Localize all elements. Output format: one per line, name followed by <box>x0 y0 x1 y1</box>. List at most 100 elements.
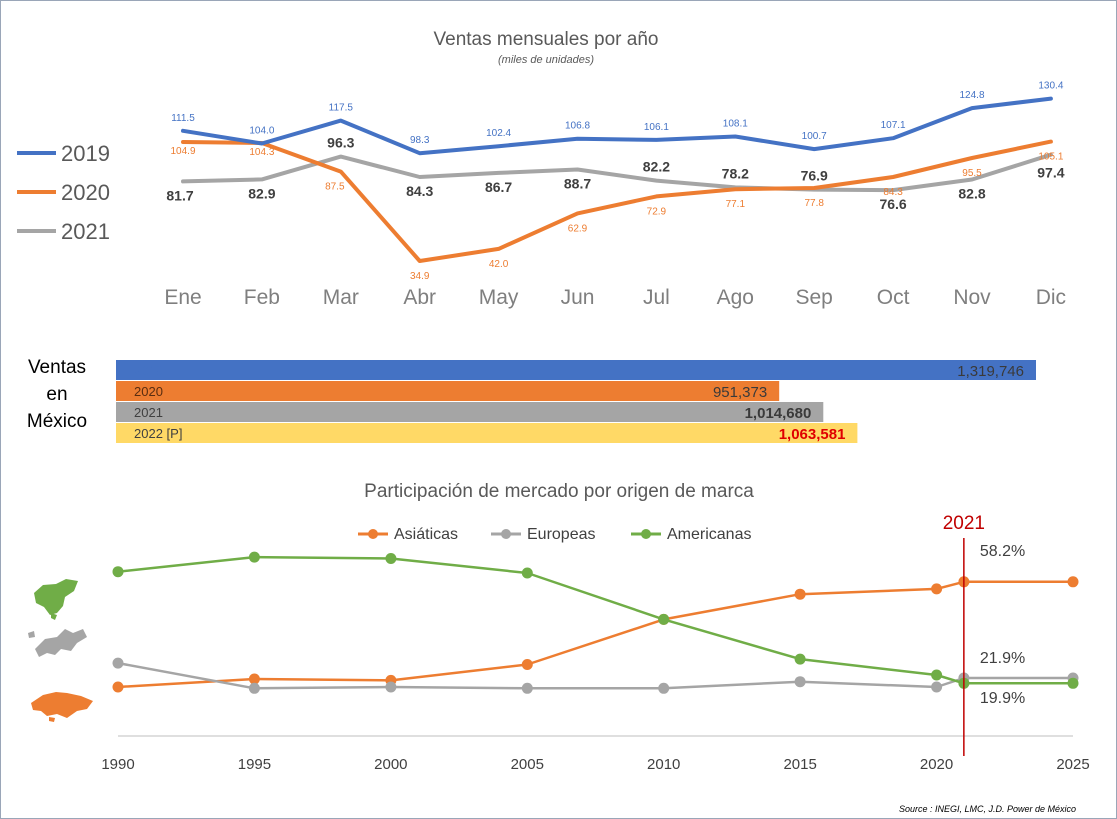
label-2020-Mar: 87.5 <box>325 182 345 193</box>
market-share-x-axis: 1990 1995 2000 2005 2010 2015 2020 2025 <box>101 735 1090 773</box>
year-tick-2020: 2020 <box>920 756 953 773</box>
month-tick-Mar: Mar <box>323 286 359 309</box>
year-tick-2000: 2000 <box>374 756 407 773</box>
month-tick-Dic: Dic <box>1036 286 1066 309</box>
share-point-Americanas-2025 <box>1067 677 1079 689</box>
month-tick-Jul: Jul <box>643 286 670 309</box>
label-2021-Jul: 82.2 <box>643 159 670 175</box>
label-2019-Ene: 111.5 <box>171 113 195 124</box>
label-2021-Feb: 82.9 <box>248 185 275 201</box>
monthly-legend: 2019 2020 2021 <box>17 141 110 244</box>
share-annotation: 19.9% <box>980 690 1025 707</box>
annual-bar-1 <box>116 381 780 401</box>
month-tick-Feb: Feb <box>244 286 280 309</box>
label-2020-Feb: 104.3 <box>249 147 274 158</box>
annual-bar-category: 2022 [P] <box>134 426 182 441</box>
annual-sales-title: Ventas en México <box>27 357 87 432</box>
market-share-title: Participación de mercado por origen de m… <box>364 481 754 502</box>
label-2021-Mar: 96.3 <box>327 135 354 151</box>
share-point-Asiáticas-1995 <box>248 673 260 685</box>
label-2020-Ago: 77.1 <box>726 199 746 210</box>
label-2021-Ago: 78.2 <box>722 165 749 181</box>
share-point-Asiáticas-1990 <box>112 681 124 693</box>
year-marker-label: 2021 <box>943 513 985 534</box>
share-line-Americanas <box>117 555 1073 685</box>
market-share-annotations: 58.2% 21.9% 19.9% <box>980 543 1025 707</box>
legend-label-2020: 2020 <box>61 180 110 205</box>
annual-bar-value: 1,319,746 <box>957 363 1024 380</box>
year-marker: 2021 <box>943 513 985 756</box>
annual-bar-2 <box>116 402 824 422</box>
label-2021-Dic: 97.4 <box>1037 165 1064 181</box>
label-2021-Ene: 81.7 <box>166 187 193 203</box>
market-share-lines <box>112 551 1079 694</box>
annual-bar-value: 1,063,581 <box>779 426 846 443</box>
legend-label-Europeas: Europeas <box>527 526 596 543</box>
series-line-2020 <box>181 139 1053 263</box>
annual-bar-value: 951,373 <box>713 384 767 401</box>
share-point-Europeas-1995 <box>248 682 260 694</box>
share-annotation: 21.9% <box>980 650 1025 667</box>
share-annotation: 58.2% <box>980 543 1025 560</box>
year-tick-2010: 2010 <box>647 756 680 773</box>
americas-map-icon <box>34 579 78 620</box>
label-2020-Sep: 77.8 <box>804 198 824 209</box>
label-2021-May: 86.7 <box>485 179 512 195</box>
series-line-2021 <box>181 152 1053 193</box>
annual-bar-0 <box>116 360 1036 380</box>
share-point-Europeas-2010 <box>658 682 670 694</box>
market-share-legend: Asiáticas Europeas Americanas <box>358 526 751 543</box>
legend-dot-Europeas <box>501 529 511 539</box>
share-point-Asiáticas-2020 <box>931 583 943 595</box>
share-point-Europeas-2020 <box>931 681 943 693</box>
monthly-chart-title: Ventas mensuales por año <box>434 29 659 50</box>
annual-bar-category: 2021 <box>134 405 163 420</box>
month-tick-Ago: Ago <box>717 286 754 309</box>
year-tick-2015: 2015 <box>783 756 816 773</box>
share-point-Americanas-2015 <box>794 653 806 665</box>
share-line-Europeas <box>117 661 1073 690</box>
year-tick-2025: 2025 <box>1056 756 1089 773</box>
legend-dot-Asiáticas <box>368 529 378 539</box>
label-2020-Dic: 105.1 <box>1038 152 1063 163</box>
legend-label-2021: 2021 <box>61 219 110 244</box>
year-tick-1995: 1995 <box>238 756 271 773</box>
month-tick-Jun: Jun <box>561 286 595 309</box>
share-point-Americanas-1995 <box>248 551 260 563</box>
monthly-x-axis: Ene Feb Mar Abr May Jun Jul Ago Sep Oct Nov Dic <box>164 286 1066 309</box>
label-2019-Mar: 117.5 <box>329 103 354 114</box>
share-point-Europeas-1990 <box>112 657 124 669</box>
label-2019-Dic: 130.4 <box>1038 81 1063 92</box>
share-point-Americanas-1990 <box>112 566 124 578</box>
label-2021-Sep: 76.9 <box>801 168 828 184</box>
annual-title-line: en <box>46 384 67 405</box>
share-point-Americanas-2000 <box>385 553 397 564</box>
label-2021-Jun: 88.7 <box>564 176 591 192</box>
label-2020-Nov: 95.5 <box>962 168 982 179</box>
label-2021-Nov: 82.8 <box>958 186 985 202</box>
label-2019-Ago: 108.1 <box>723 119 748 130</box>
monthly-series-lines <box>181 96 1053 263</box>
share-point-Americanas-2005 <box>521 567 533 579</box>
annual-bar-value: 1,014,680 <box>745 405 812 422</box>
share-line-Asiáticas <box>117 580 1073 689</box>
label-2019-Sep: 100.7 <box>802 131 827 142</box>
annual-sales-bars: 2019 1,319,746 2020 951,373 2021 1,014,680 202… <box>116 360 1036 443</box>
label-2020-Ene: 104.9 <box>170 146 195 157</box>
annual-bar-category: 2020 <box>134 384 163 399</box>
share-point-Americanas-2020 <box>931 669 943 681</box>
label-2019-May: 102.4 <box>486 128 511 139</box>
month-tick-Ene: Ene <box>164 286 201 309</box>
share-point-Europeas-2000 <box>385 681 397 693</box>
share-point-Asiáticas-2025 <box>1067 576 1079 588</box>
month-tick-Nov: Nov <box>953 286 991 309</box>
label-2020-Jun: 62.9 <box>568 223 588 234</box>
label-2020-Oct: 84.3 <box>883 187 903 198</box>
asia-map-icon <box>31 692 93 722</box>
label-2019-Jun: 106.8 <box>565 121 590 132</box>
source-note: Source : INEGI, LMC, J.D. Power de Méxic… <box>899 804 1076 814</box>
europe-map-icon <box>28 629 87 657</box>
